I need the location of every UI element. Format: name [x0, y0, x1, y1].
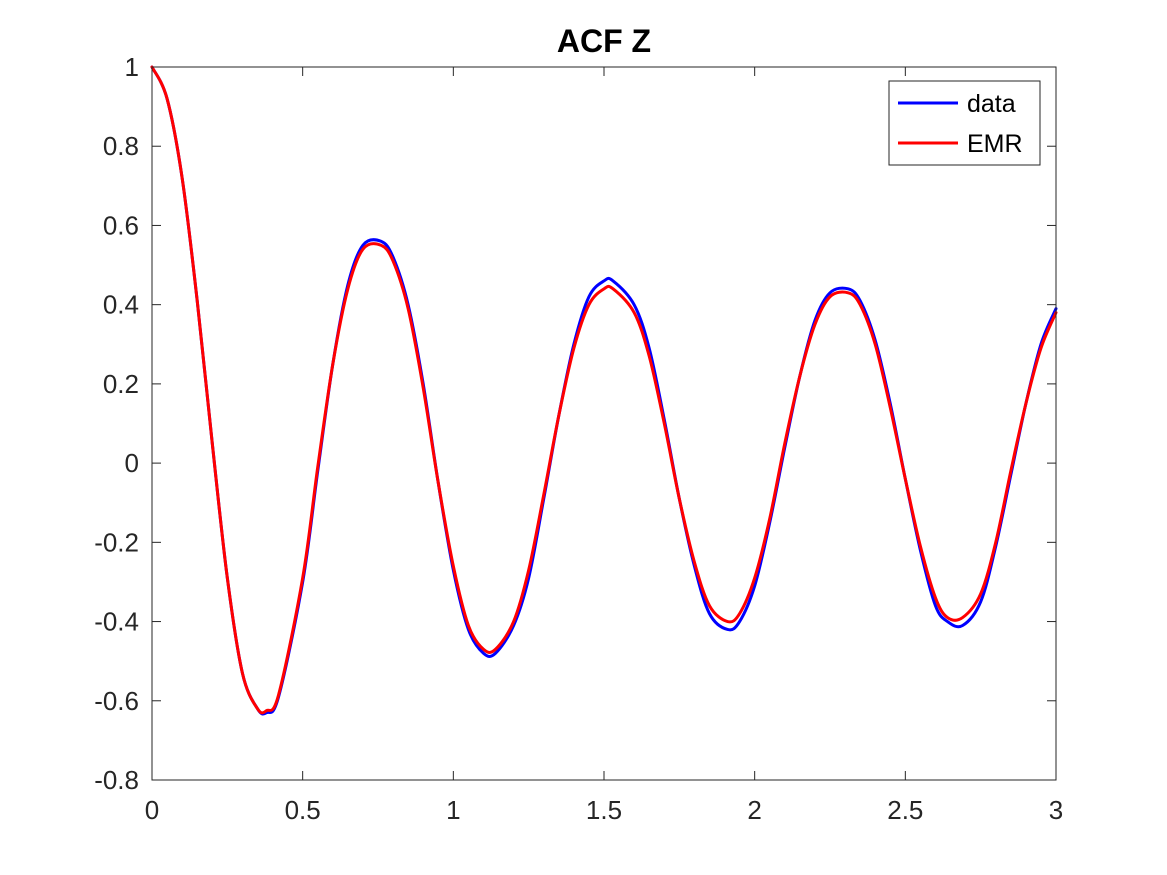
- plot-area: [152, 67, 1056, 780]
- y-tick-label: -0.2: [94, 527, 139, 557]
- y-tick-label: 1: [125, 52, 139, 82]
- y-tick-label: 0.6: [103, 210, 139, 240]
- legend-box: [888, 80, 1041, 166]
- x-tick-label: 3: [1049, 795, 1063, 825]
- y-tick-label: 0.4: [103, 290, 139, 320]
- x-tick-label: 2.5: [887, 795, 923, 825]
- y-tick-label: -0.4: [94, 607, 139, 637]
- y-tick-label: -0.8: [94, 765, 139, 795]
- y-tick-label: 0.2: [103, 369, 139, 399]
- y-tick-label: 0.8: [103, 131, 139, 161]
- x-tick-label: 1.5: [586, 795, 622, 825]
- y-tick-label: 0: [125, 448, 139, 478]
- ticks-layer: 0 0.5 1 1.5 2 2.5 3 -0.8 -0.6 -0.4 -0.2 0 0.2 0.4 0.6 0…: [94, 52, 1063, 825]
- legend-label-emr: EMR: [967, 130, 1023, 158]
- x-tick-label: 1: [446, 795, 460, 825]
- y-tick-label: -0.6: [94, 686, 139, 716]
- x-tick-label: 2: [747, 795, 761, 825]
- legend-label-data: data: [967, 90, 1016, 118]
- x-tick-label: 0: [145, 795, 159, 825]
- series-layer: [150, 65, 1058, 716]
- x-tick-label: 0.5: [285, 795, 321, 825]
- chart-title: ACF Z: [557, 23, 651, 59]
- series-line-emr: [150, 65, 1058, 715]
- legend: data EMR: [888, 80, 1041, 166]
